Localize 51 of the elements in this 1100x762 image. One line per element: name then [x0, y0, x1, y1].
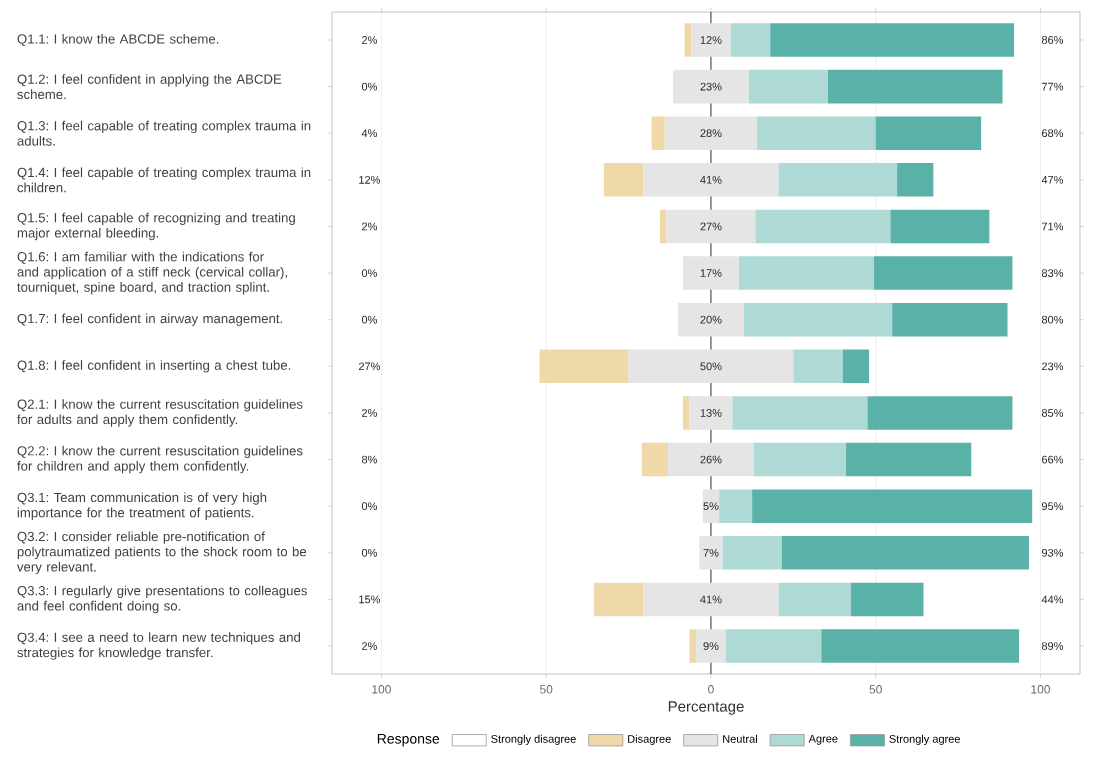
bar — [689, 629, 697, 663]
bar — [651, 116, 665, 150]
bar — [691, 23, 731, 57]
bar — [699, 536, 723, 570]
bar — [752, 489, 1033, 523]
bar — [743, 302, 893, 337]
bar — [689, 396, 733, 430]
bar — [725, 629, 822, 663]
bar — [684, 23, 692, 57]
bar — [846, 442, 972, 477]
bar — [702, 489, 720, 523]
bar — [673, 69, 749, 104]
bar — [593, 582, 644, 617]
bar — [778, 582, 851, 617]
bar — [659, 209, 667, 244]
bar — [748, 69, 828, 104]
bar — [730, 23, 771, 57]
bar — [770, 23, 1015, 57]
bar — [643, 163, 779, 197]
bar — [821, 629, 1020, 663]
bar — [539, 349, 629, 384]
bar — [666, 209, 756, 244]
bar — [897, 163, 934, 197]
bar — [696, 629, 726, 663]
bar — [664, 116, 758, 150]
bar — [875, 116, 982, 150]
bar — [757, 116, 876, 150]
bar — [682, 396, 690, 430]
bar — [738, 256, 875, 290]
bar — [778, 163, 898, 197]
bar — [892, 302, 1008, 337]
bar — [668, 442, 754, 477]
bar — [890, 209, 990, 244]
bar — [682, 256, 739, 290]
bar — [732, 396, 868, 430]
bar — [850, 582, 924, 617]
bar — [867, 396, 1013, 430]
bar — [793, 349, 843, 384]
bar — [781, 536, 1029, 570]
bar — [643, 582, 779, 617]
bar — [722, 536, 782, 570]
bar — [603, 163, 644, 197]
bar — [827, 69, 1003, 104]
bar — [677, 302, 744, 337]
bar — [719, 489, 753, 523]
bar — [874, 256, 1013, 290]
bar — [842, 349, 870, 384]
bar — [755, 209, 891, 244]
bar — [628, 349, 794, 384]
bar — [641, 442, 669, 477]
bar — [753, 442, 847, 477]
